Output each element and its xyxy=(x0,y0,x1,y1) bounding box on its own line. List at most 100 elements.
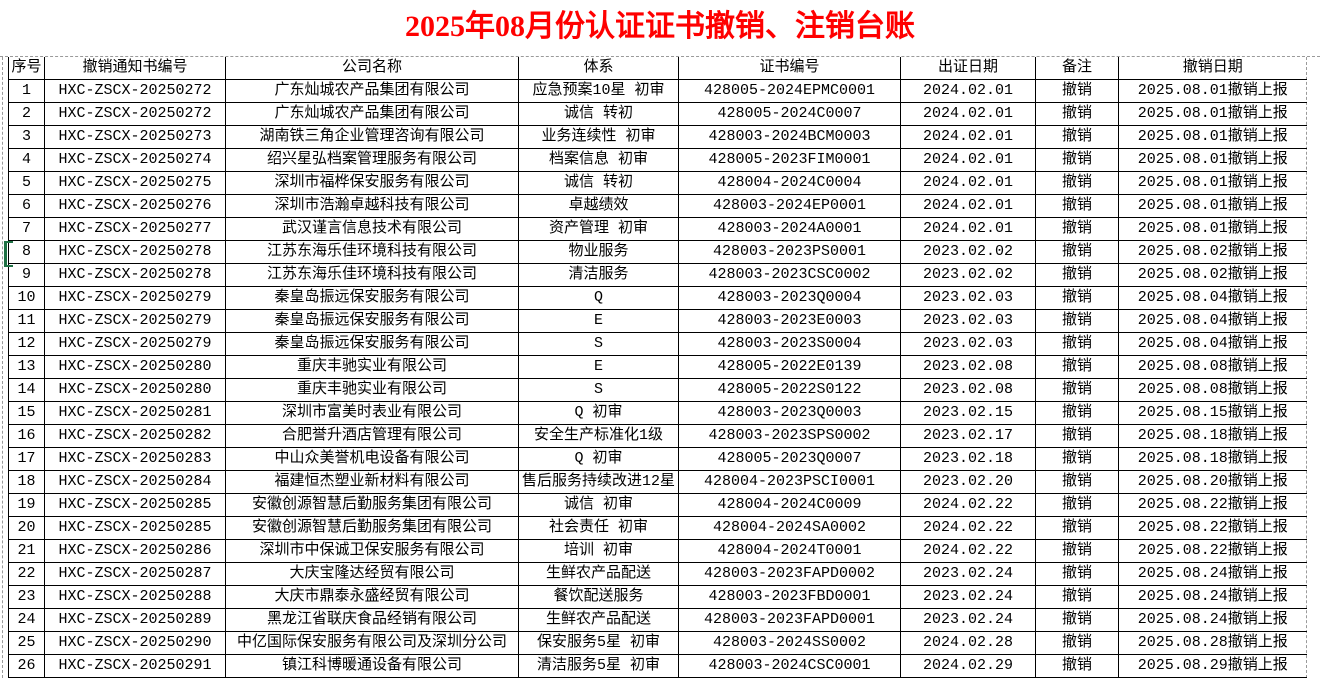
column-header-cert_no[interactable]: 证书编号 xyxy=(678,57,901,80)
cell-issue_date[interactable]: 2023.02.03 xyxy=(900,309,1036,333)
cell-issue_date[interactable]: 2023.02.24 xyxy=(900,562,1036,586)
cell-system[interactable]: 生鲜农产品配送 xyxy=(518,562,679,586)
cell-index[interactable]: 15 xyxy=(8,401,45,425)
cell-issue_date[interactable]: 2024.02.01 xyxy=(900,102,1036,126)
cell-company[interactable]: 广东灿城农产品集团有限公司 xyxy=(225,79,519,103)
cell-cert_no[interactable]: 428003-2023Q0004 xyxy=(678,286,901,310)
cell-cert_no[interactable]: 428003-2023FAPD0001 xyxy=(678,608,901,632)
cell-cert_no[interactable]: 428005-2022S0122 xyxy=(678,378,901,402)
cell-system[interactable]: 售后服务持续改进12星 xyxy=(518,470,679,494)
cell-index[interactable]: 20 xyxy=(8,516,45,540)
cell-index[interactable]: 22 xyxy=(8,562,45,586)
cell-index[interactable]: 12 xyxy=(8,332,45,356)
cell-remark[interactable]: 撤销 xyxy=(1035,125,1119,149)
cell-remark[interactable]: 撤销 xyxy=(1035,654,1119,678)
cell-remark[interactable]: 撤销 xyxy=(1035,263,1119,287)
cell-cert_no[interactable]: 428003-2023FBD0001 xyxy=(678,585,901,609)
column-header-remark[interactable]: 备注 xyxy=(1035,57,1119,80)
cell-revoke_date[interactable]: 2025.08.22撤销上报 xyxy=(1118,493,1307,517)
cell-issue_date[interactable]: 2024.02.22 xyxy=(900,493,1036,517)
column-header-index[interactable]: 序号 xyxy=(8,57,45,80)
cell-notice_no[interactable]: HXC-ZSCX-20250273 xyxy=(44,125,226,149)
cell-cert_no[interactable]: 428004-2024SA0002 xyxy=(678,516,901,540)
cell-revoke_date[interactable]: 2025.08.01撤销上报 xyxy=(1118,102,1307,126)
cell-notice_no[interactable]: HXC-ZSCX-20250285 xyxy=(44,516,226,540)
cell-notice_no[interactable]: HXC-ZSCX-20250288 xyxy=(44,585,226,609)
cell-company[interactable]: 镇江科博暖通设备有限公司 xyxy=(225,654,519,678)
cell-notice_no[interactable]: HXC-ZSCX-20250282 xyxy=(44,424,226,448)
cell-index[interactable]: 18 xyxy=(8,470,45,494)
cell-revoke_date[interactable]: 2025.08.01撤销上报 xyxy=(1118,148,1307,172)
cell-issue_date[interactable]: 2023.02.24 xyxy=(900,608,1036,632)
cell-company[interactable]: 重庆丰驰实业有限公司 xyxy=(225,355,519,379)
cell-index[interactable]: 11 xyxy=(8,309,45,333)
column-header-company[interactable]: 公司名称 xyxy=(225,57,519,80)
cell-issue_date[interactable]: 2023.02.02 xyxy=(900,263,1036,287)
cell-revoke_date[interactable]: 2025.08.01撤销上报 xyxy=(1118,194,1307,218)
cell-issue_date[interactable]: 2024.02.22 xyxy=(900,516,1036,540)
cell-notice_no[interactable]: HXC-ZSCX-20250272 xyxy=(44,102,226,126)
cell-remark[interactable]: 撤销 xyxy=(1035,217,1119,241)
cell-notice_no[interactable]: HXC-ZSCX-20250286 xyxy=(44,539,226,563)
cell-revoke_date[interactable]: 2025.08.08撤销上报 xyxy=(1118,378,1307,402)
cell-index[interactable]: 14 xyxy=(8,378,45,402)
cell-revoke_date[interactable]: 2025.08.22撤销上报 xyxy=(1118,539,1307,563)
cell-cert_no[interactable]: 428003-2023S0004 xyxy=(678,332,901,356)
cell-cert_no[interactable]: 428003-2023SPS0002 xyxy=(678,424,901,448)
cell-cert_no[interactable]: 428005-2022E0139 xyxy=(678,355,901,379)
cell-remark[interactable]: 撤销 xyxy=(1035,148,1119,172)
cell-remark[interactable]: 撤销 xyxy=(1035,378,1119,402)
cell-cert_no[interactable]: 428003-2023FAPD0002 xyxy=(678,562,901,586)
cell-cert_no[interactable]: 428004-2024T0001 xyxy=(678,539,901,563)
cell-revoke_date[interactable]: 2025.08.01撤销上报 xyxy=(1118,125,1307,149)
cell-remark[interactable]: 撤销 xyxy=(1035,631,1119,655)
cell-system[interactable]: 诚信 初审 xyxy=(518,493,679,517)
cell-remark[interactable]: 撤销 xyxy=(1035,493,1119,517)
cell-issue_date[interactable]: 2023.02.17 xyxy=(900,424,1036,448)
cell-issue_date[interactable]: 2023.02.20 xyxy=(900,470,1036,494)
cell-company[interactable]: 安徽创源智慧后勤服务集团有限公司 xyxy=(225,493,519,517)
cell-notice_no[interactable]: HXC-ZSCX-20250289 xyxy=(44,608,226,632)
cell-revoke_date[interactable]: 2025.08.02撤销上报 xyxy=(1118,240,1307,264)
cell-remark[interactable]: 撤销 xyxy=(1035,309,1119,333)
cell-index[interactable]: 5 xyxy=(8,171,45,195)
cell-system[interactable]: 档案信息 初审 xyxy=(518,148,679,172)
cell-index[interactable]: 10 xyxy=(8,286,45,310)
cell-revoke_date[interactable]: 2025.08.04撤销上报 xyxy=(1118,309,1307,333)
cell-cert_no[interactable]: 428005-2023Q0007 xyxy=(678,447,901,471)
cell-issue_date[interactable]: 2024.02.29 xyxy=(900,654,1036,678)
cell-cert_no[interactable]: 428003-2024SS0002 xyxy=(678,631,901,655)
cell-cert_no[interactable]: 428005-2024EPMC0001 xyxy=(678,79,901,103)
cell-issue_date[interactable]: 2024.02.01 xyxy=(900,79,1036,103)
cell-system[interactable]: 培训 初审 xyxy=(518,539,679,563)
cell-revoke_date[interactable]: 2025.08.04撤销上报 xyxy=(1118,286,1307,310)
cell-notice_no[interactable]: HXC-ZSCX-20250279 xyxy=(44,286,226,310)
cell-issue_date[interactable]: 2024.02.22 xyxy=(900,539,1036,563)
cell-cert_no[interactable]: 428003-2024BCM0003 xyxy=(678,125,901,149)
cell-cert_no[interactable]: 428004-2024C0009 xyxy=(678,493,901,517)
cell-issue_date[interactable]: 2024.02.01 xyxy=(900,148,1036,172)
cell-revoke_date[interactable]: 2025.08.02撤销上报 xyxy=(1118,263,1307,287)
cell-company[interactable]: 深圳市浩瀚卓越科技有限公司 xyxy=(225,194,519,218)
cell-remark[interactable]: 撤销 xyxy=(1035,355,1119,379)
cell-issue_date[interactable]: 2024.02.01 xyxy=(900,194,1036,218)
cell-system[interactable]: 资产管理 初审 xyxy=(518,217,679,241)
cell-system[interactable]: 业务连续性 初审 xyxy=(518,125,679,149)
column-header-revoke_date[interactable]: 撤销日期 xyxy=(1118,57,1307,80)
cell-issue_date[interactable]: 2023.02.15 xyxy=(900,401,1036,425)
cell-revoke_date[interactable]: 2025.08.01撤销上报 xyxy=(1118,217,1307,241)
cell-revoke_date[interactable]: 2025.08.24撤销上报 xyxy=(1118,562,1307,586)
cell-system[interactable]: 诚信 转初 xyxy=(518,171,679,195)
cell-index[interactable]: 7 xyxy=(8,217,45,241)
cell-issue_date[interactable]: 2023.02.18 xyxy=(900,447,1036,471)
cell-company[interactable]: 绍兴星弘档案管理服务有限公司 xyxy=(225,148,519,172)
cell-remark[interactable]: 撤销 xyxy=(1035,171,1119,195)
column-header-issue_date[interactable]: 出证日期 xyxy=(900,57,1036,80)
cell-notice_no[interactable]: HXC-ZSCX-20250279 xyxy=(44,332,226,356)
cell-company[interactable]: 大庆宝隆达经贸有限公司 xyxy=(225,562,519,586)
cell-remark[interactable]: 撤销 xyxy=(1035,286,1119,310)
cell-system[interactable]: Q 初审 xyxy=(518,447,679,471)
cell-company[interactable]: 秦皇岛振远保安服务有限公司 xyxy=(225,286,519,310)
cell-remark[interactable]: 撤销 xyxy=(1035,470,1119,494)
cell-system[interactable]: 保安服务5星 初审 xyxy=(518,631,679,655)
